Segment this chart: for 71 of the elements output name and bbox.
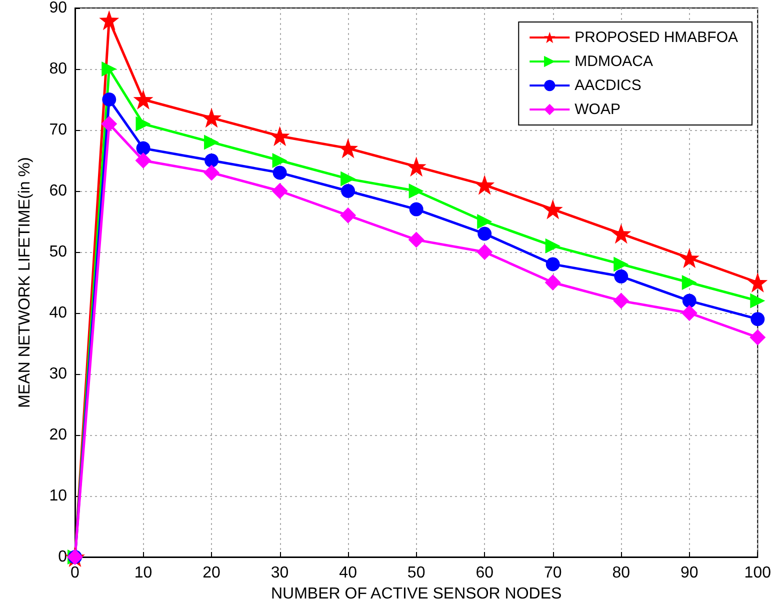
x-tick-label: 70 [544, 564, 562, 582]
point [613, 292, 630, 309]
x-tick-label: 80 [612, 564, 630, 582]
point [682, 294, 696, 308]
point [408, 184, 424, 198]
x-tick-label: 20 [202, 564, 221, 582]
point [204, 134, 220, 150]
point [340, 207, 356, 224]
x-tick-label: 10 [134, 564, 152, 582]
point [272, 166, 287, 180]
point [679, 248, 700, 268]
x-axis-title: NUMBER OF ACTIVE SENSOR NODES [270, 585, 562, 602]
x-tick-label: 30 [270, 564, 289, 582]
point [542, 199, 563, 220]
point [135, 152, 152, 168]
x-tick-label: 100 [744, 564, 772, 582]
point [270, 126, 290, 146]
point [476, 244, 493, 260]
y-tick-label: 50 [49, 244, 68, 260]
point [204, 154, 219, 168]
point [272, 183, 288, 199]
legend-label: AACDICS [574, 77, 642, 94]
point [750, 293, 766, 308]
y-tick-label: 30 [49, 366, 68, 382]
point [748, 272, 768, 292]
point [546, 257, 560, 272]
point [611, 224, 632, 244]
y-tick-label: 60 [49, 182, 68, 200]
point [101, 116, 118, 132]
x-tick-label: 40 [339, 564, 358, 582]
point [136, 116, 151, 132]
y-tick-label: 80 [49, 60, 68, 78]
x-tick-label: 60 [476, 564, 494, 582]
point [272, 153, 288, 168]
point [102, 62, 117, 76]
point [136, 141, 150, 156]
point [750, 329, 766, 346]
point [750, 312, 765, 326]
point [338, 138, 358, 158]
point [614, 256, 629, 272]
legend-label: WOAP [574, 101, 620, 118]
point [204, 164, 220, 181]
legend-label: MDMOACA [574, 53, 653, 70]
point [102, 92, 116, 106]
point [409, 202, 424, 216]
point [478, 226, 492, 241]
point [477, 214, 492, 229]
point [202, 108, 222, 128]
point [99, 10, 120, 30]
y-tick-label: 10 [49, 488, 68, 504]
point [545, 238, 560, 254]
y-tick-label: 70 [49, 122, 68, 138]
point [406, 156, 426, 177]
point [474, 174, 495, 195]
point [681, 305, 698, 321]
point [340, 171, 356, 186]
point [133, 90, 154, 110]
x-tick-label: 50 [407, 564, 426, 582]
point [682, 275, 697, 290]
y-tick-label: 90 [49, 0, 68, 16]
y-tick-label: 0 [58, 548, 68, 566]
point [341, 184, 356, 198]
x-tick-label: 90 [680, 564, 698, 582]
point [408, 232, 424, 248]
y-axis-title: MEAN NETWORK LIFETIME(in %) [16, 157, 34, 408]
y-tick-label: 40 [49, 304, 68, 322]
point [614, 269, 628, 284]
x-tick-label: 0 [70, 564, 80, 582]
legend-label: PROPOSED HMABFOA [574, 29, 738, 46]
y-tick-label: 20 [49, 426, 68, 444]
point [544, 274, 561, 290]
